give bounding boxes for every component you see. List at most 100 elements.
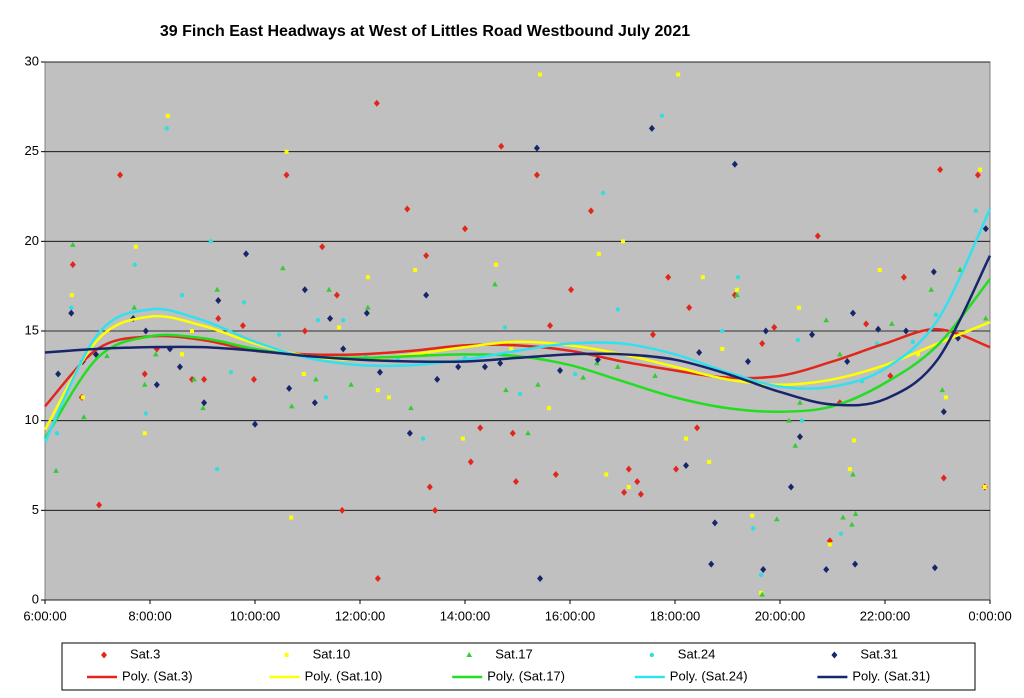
point — [533, 144, 540, 152]
point — [208, 239, 214, 244]
point — [80, 395, 85, 400]
point — [797, 399, 803, 405]
point — [937, 166, 944, 174]
point — [250, 375, 257, 383]
point — [54, 431, 60, 436]
point — [276, 332, 282, 337]
point — [284, 149, 289, 154]
point — [983, 315, 989, 321]
y-tick-label: 30 — [25, 53, 39, 68]
point — [252, 420, 258, 428]
point — [333, 291, 340, 299]
point — [982, 485, 987, 490]
point — [594, 356, 601, 364]
point — [365, 275, 370, 280]
point — [96, 501, 103, 509]
point — [55, 370, 62, 378]
point — [814, 232, 821, 240]
point — [228, 370, 234, 375]
point — [771, 323, 778, 331]
point — [837, 351, 843, 357]
point — [376, 368, 383, 376]
point — [132, 262, 137, 267]
point — [683, 462, 690, 469]
point — [190, 329, 194, 333]
point — [796, 433, 803, 441]
point — [823, 566, 830, 574]
point — [460, 436, 465, 441]
point — [759, 590, 764, 595]
point — [614, 363, 621, 369]
point — [931, 564, 938, 572]
point — [509, 346, 514, 351]
x-tick-label: 20:00:00 — [755, 608, 806, 623]
point — [69, 293, 74, 298]
chart-title: 39 Finch East Headways at West of Little… — [160, 23, 690, 40]
point — [933, 312, 939, 318]
point — [373, 99, 380, 107]
point — [133, 244, 138, 249]
point — [838, 531, 844, 536]
point — [731, 160, 738, 168]
point — [700, 275, 705, 280]
point — [525, 430, 531, 436]
point — [648, 124, 655, 132]
x-tick-label: 0:00:00 — [968, 608, 1011, 623]
point — [283, 171, 290, 179]
point — [131, 304, 138, 310]
point — [68, 309, 75, 317]
point — [289, 515, 294, 520]
point — [557, 366, 564, 374]
point — [537, 574, 544, 582]
point — [509, 429, 516, 437]
point — [200, 405, 206, 411]
x-tick-label: 18:00:00 — [650, 608, 701, 623]
legend-swatch — [831, 651, 838, 659]
point — [70, 241, 76, 247]
point — [735, 275, 741, 280]
point — [887, 372, 894, 380]
point — [750, 513, 755, 518]
legend-label: Poly. (Sat.10) — [305, 668, 383, 683]
point — [53, 467, 59, 473]
point — [323, 395, 329, 400]
point — [481, 363, 488, 371]
point — [649, 331, 656, 339]
point — [877, 268, 882, 273]
point — [634, 478, 641, 486]
trend-line — [43, 314, 991, 431]
point — [580, 374, 586, 380]
point — [311, 399, 318, 407]
legend-label: Sat.10 — [313, 646, 351, 661]
point — [69, 261, 76, 269]
point — [625, 465, 632, 473]
point — [243, 250, 250, 258]
x-tick-label: 12:00:00 — [335, 608, 386, 623]
point — [512, 478, 519, 486]
point — [239, 322, 246, 330]
point — [852, 438, 857, 443]
point — [840, 514, 846, 520]
point — [492, 281, 498, 287]
point — [621, 239, 626, 244]
x-tick-label: 22:00:00 — [860, 608, 911, 623]
point — [734, 287, 739, 292]
point — [676, 72, 681, 77]
point — [503, 387, 509, 393]
point — [720, 328, 725, 334]
point — [849, 521, 855, 527]
x-tick-label: 6:00:00 — [23, 608, 66, 623]
point — [696, 349, 703, 357]
point — [517, 391, 523, 396]
point — [215, 466, 220, 472]
point — [498, 142, 505, 150]
y-tick-label: 20 — [25, 233, 39, 248]
legend-swatch — [284, 653, 289, 657]
point — [850, 471, 856, 477]
point — [903, 327, 909, 335]
point — [844, 357, 851, 365]
point — [621, 488, 628, 496]
legend-swatch — [466, 652, 472, 657]
point — [375, 388, 380, 393]
